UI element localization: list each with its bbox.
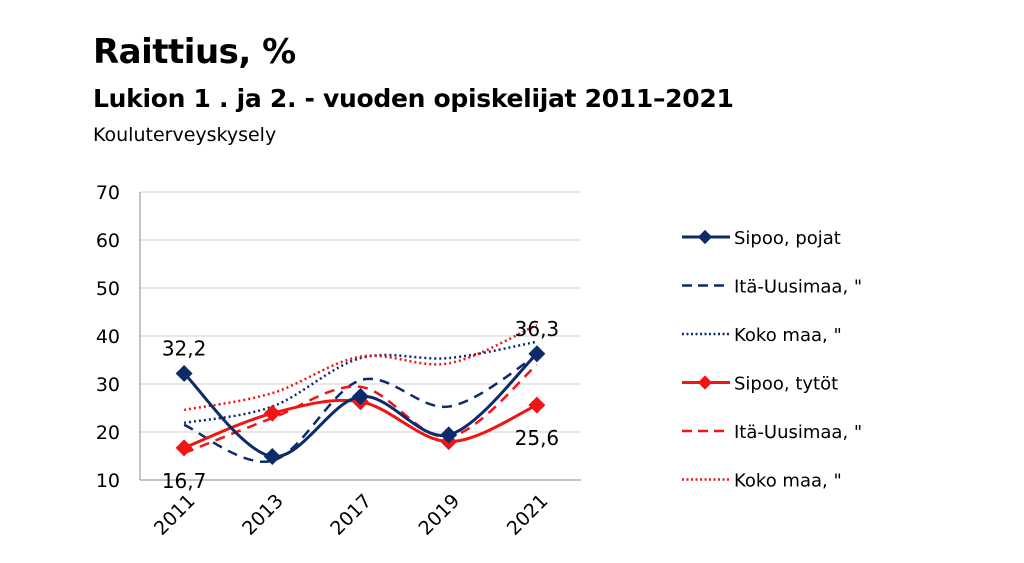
y-tick-label: 60 [96, 230, 120, 252]
legend-item: Itä-Uusimaa, " [682, 277, 862, 298]
x-tick-label: 2013 [238, 490, 288, 540]
data-label: 32,2 [162, 336, 207, 360]
data-label: 25,6 [515, 426, 560, 450]
data-point-marker [175, 439, 193, 457]
x-tick-label: 2019 [414, 490, 464, 540]
x-tick-label: 2011 [150, 490, 200, 540]
y-tick-label: 50 [96, 278, 120, 300]
legend-marker [697, 229, 713, 245]
legend-item: Sipoo, tytöt [682, 374, 838, 395]
data-label: 36,3 [515, 317, 560, 341]
legend-label: Itä-Uusimaa, " [734, 277, 862, 298]
legend-item: Koko maa, " [682, 471, 842, 492]
data-point-marker [352, 387, 369, 405]
series-line [183, 363, 538, 455]
legend-marker [697, 375, 713, 390]
data-point-marker [263, 447, 281, 465]
chart-source: Kouluterveyskysely [93, 124, 277, 146]
x-tick-label: 2017 [326, 490, 376, 540]
data-point-marker [528, 345, 546, 363]
series-line [183, 323, 538, 412]
legend-label: Sipoo, tytöt [734, 374, 838, 395]
legend-label: Itä-Uusimaa, " [734, 422, 862, 443]
data-point-marker [175, 364, 193, 382]
x-tick-label: 2021 [503, 490, 553, 540]
legend-label: Koko maa, " [734, 325, 842, 346]
y-tick-label: 20 [96, 422, 120, 444]
legend-item: Sipoo, pojat [682, 228, 841, 249]
chart-title: Raittius, % [93, 32, 296, 72]
legend-label: Sipoo, pojat [734, 228, 841, 249]
y-tick-label: 30 [96, 374, 120, 396]
y-tick-label: 40 [96, 326, 120, 348]
y-tick-label: 10 [96, 470, 120, 492]
data-point-marker [263, 404, 281, 422]
data-point-marker [528, 396, 546, 414]
legend-label: Koko maa, " [734, 471, 842, 492]
y-tick-label: 70 [96, 182, 120, 204]
data-label: 16,7 [162, 469, 207, 493]
series-line [183, 340, 538, 425]
series-line [183, 354, 538, 464]
legend-item: Koko maa, " [682, 325, 842, 346]
data-point-marker [440, 426, 458, 444]
legend-item: Itä-Uusimaa, " [682, 422, 862, 443]
chart-subtitle: Lukion 1 . ja 2. - vuoden opiskelijat 20… [93, 84, 734, 113]
